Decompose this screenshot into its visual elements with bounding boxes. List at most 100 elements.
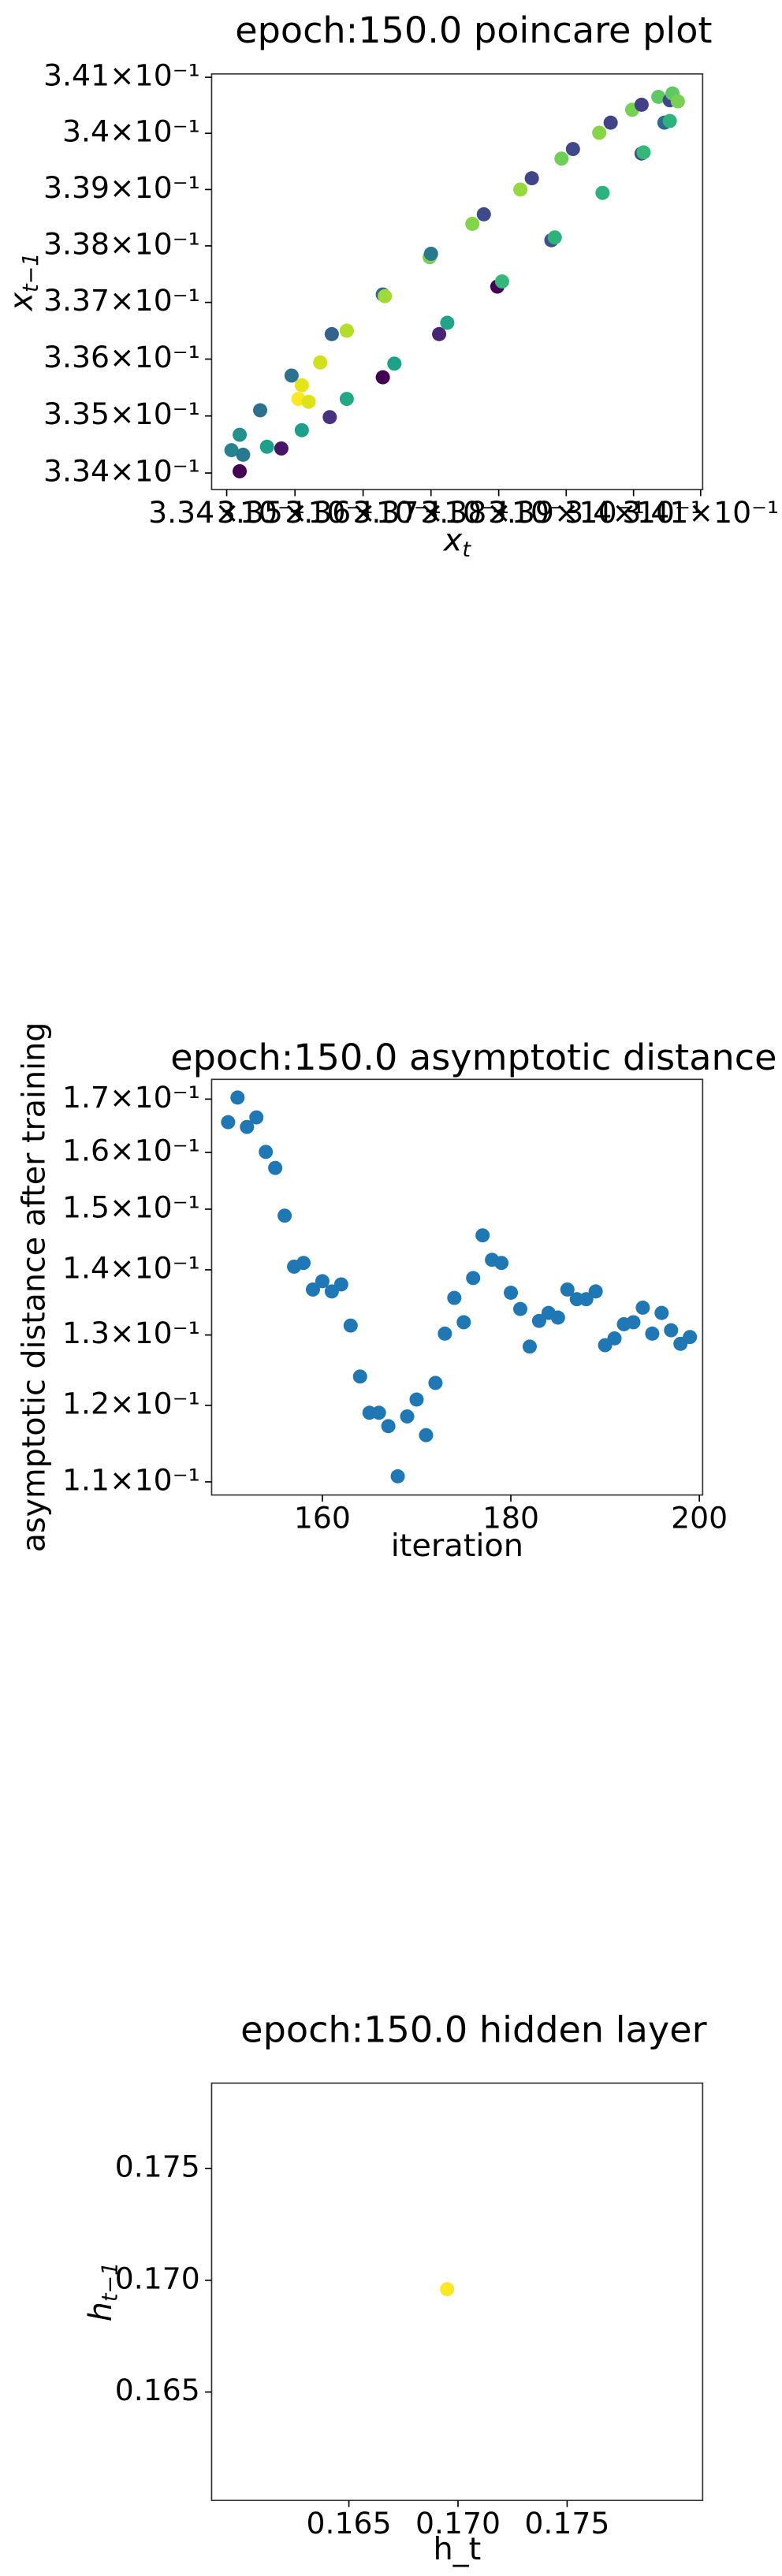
point bbox=[230, 1090, 245, 1105]
x-tick-label: 3.34×10⁻¹ bbox=[148, 495, 305, 530]
chart-title: epoch:150.0 poincare plot bbox=[235, 9, 712, 51]
y-tick-label: 3.41×10⁻¹ bbox=[43, 58, 200, 93]
point bbox=[579, 1292, 594, 1307]
axis-label: h_t bbox=[433, 2531, 481, 2567]
point bbox=[651, 89, 666, 104]
y-tick-label: 3.34×10⁻¹ bbox=[43, 454, 200, 489]
point bbox=[274, 441, 289, 456]
point bbox=[419, 1428, 434, 1442]
point bbox=[313, 355, 328, 370]
point bbox=[494, 1256, 509, 1271]
chart: epoch:150.0 asymptotic distance 160 180 200… bbox=[17, 1022, 777, 1564]
y-tick-label: 1.6×10⁻¹ bbox=[62, 1134, 200, 1168]
point bbox=[423, 246, 438, 261]
point bbox=[249, 1110, 264, 1125]
point bbox=[381, 1419, 396, 1434]
x-tick-label: 0.170 bbox=[415, 2506, 501, 2541]
axis-label-sub: t−1 bbox=[18, 252, 43, 292]
x-tick-label: 3.38×10⁻¹ bbox=[420, 495, 577, 530]
point bbox=[277, 1208, 292, 1223]
point bbox=[333, 1277, 348, 1292]
point bbox=[465, 217, 480, 231]
point bbox=[375, 370, 390, 385]
y-tick-label: 3.36×10⁻¹ bbox=[43, 340, 200, 374]
point bbox=[390, 1469, 405, 1483]
axis-label-sub: t bbox=[462, 538, 471, 562]
point bbox=[428, 1375, 443, 1390]
point bbox=[494, 274, 509, 289]
plot-frame bbox=[210, 1078, 704, 1496]
point bbox=[626, 1315, 641, 1330]
y-tick-label: 3.35×10⁻¹ bbox=[43, 396, 200, 431]
chart-title: epoch:150.0 hidden layer bbox=[240, 2008, 706, 2051]
point bbox=[603, 115, 618, 130]
point bbox=[662, 114, 677, 128]
axis-label: xt−1 bbox=[3, 252, 43, 312]
point bbox=[438, 1326, 452, 1341]
axis-label: iteration bbox=[391, 1528, 523, 1564]
x-tick-label: 0.175 bbox=[524, 2506, 609, 2541]
y-tick-label: 1.1×10⁻¹ bbox=[62, 1463, 200, 1498]
point bbox=[296, 1256, 311, 1271]
point bbox=[440, 2282, 455, 2297]
point bbox=[233, 427, 248, 442]
point bbox=[547, 230, 562, 245]
y-tick-label: 1.3×10⁻¹ bbox=[62, 1316, 200, 1350]
point bbox=[240, 1119, 255, 1134]
x-tick-label: 3.37×10⁻¹ bbox=[352, 495, 509, 530]
y-tick-label: 3.37×10⁻¹ bbox=[43, 283, 200, 318]
point bbox=[664, 1323, 679, 1338]
point bbox=[315, 1274, 330, 1289]
point bbox=[595, 185, 610, 200]
point bbox=[259, 1145, 274, 1160]
point bbox=[294, 378, 309, 393]
point bbox=[531, 1313, 546, 1328]
point bbox=[301, 394, 316, 409]
point bbox=[343, 1318, 358, 1333]
axis-label-sub: t−1 bbox=[98, 2262, 122, 2302]
x-tick-label: 3.35×10⁻¹ bbox=[217, 495, 374, 530]
point bbox=[371, 1405, 386, 1420]
point bbox=[636, 145, 651, 160]
y-tick-label: 0.165 bbox=[115, 2373, 200, 2407]
point bbox=[432, 326, 447, 341]
x-tick-label: 3.39×10⁻¹ bbox=[488, 495, 645, 530]
point bbox=[221, 1115, 236, 1130]
point bbox=[400, 1409, 415, 1424]
plot-frame bbox=[210, 2082, 704, 2501]
chart: epoch:150.0 hidden layer 0.165 0.170 0.175 0… bbox=[82, 2008, 706, 2567]
x-tick-label: 3.41×10⁻¹ bbox=[622, 495, 779, 530]
point bbox=[456, 1315, 471, 1330]
plot-frame bbox=[210, 73, 704, 490]
point bbox=[635, 1301, 650, 1315]
y-tick-label: 1.7×10⁻¹ bbox=[62, 1080, 200, 1115]
point bbox=[387, 356, 402, 371]
point bbox=[322, 410, 337, 425]
point bbox=[607, 1331, 622, 1346]
point bbox=[504, 1286, 519, 1300]
point bbox=[268, 1160, 283, 1175]
point bbox=[466, 1271, 481, 1286]
point bbox=[339, 392, 354, 407]
point bbox=[565, 142, 580, 157]
axis-label: asymptotic distance after training bbox=[17, 1022, 53, 1553]
axis-label: ht−1 bbox=[82, 2262, 122, 2322]
point bbox=[233, 463, 248, 478]
point bbox=[447, 1290, 462, 1305]
point bbox=[236, 447, 251, 462]
x-tick-label: 3.4×10⁻¹ bbox=[564, 495, 702, 530]
y-tick-label: 1.5×10⁻¹ bbox=[62, 1190, 200, 1225]
x-tick-label: 0.165 bbox=[307, 2506, 392, 2541]
point bbox=[259, 439, 274, 454]
point bbox=[524, 171, 539, 186]
point bbox=[554, 151, 569, 166]
chart: epoch:150.0 poincare plot3.34×10⁻¹3.35×1… bbox=[3, 9, 779, 561]
point bbox=[324, 326, 339, 341]
y-tick-label: 3.38×10⁻¹ bbox=[43, 226, 200, 261]
point bbox=[560, 1282, 575, 1297]
point bbox=[645, 1326, 660, 1341]
y-tick-label: 1.2×10⁻¹ bbox=[62, 1386, 200, 1420]
point bbox=[409, 1392, 424, 1407]
